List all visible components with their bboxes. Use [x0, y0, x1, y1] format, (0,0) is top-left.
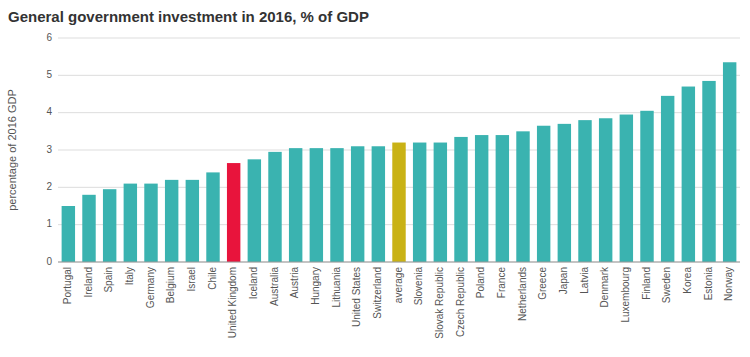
x-tick-label: Estonia [703, 267, 714, 301]
bar [248, 159, 261, 262]
x-tick-label: Slovak Republic [434, 267, 445, 339]
x-tick-label: Spain [103, 267, 114, 293]
title: General government investment in 2016, %… [8, 8, 369, 25]
x-tick-label: Australia [269, 267, 280, 306]
bar [144, 184, 157, 262]
bar [165, 180, 178, 262]
bar [620, 115, 633, 262]
x-tick-label: Japan [558, 267, 569, 294]
x-tick-label: Finland [641, 267, 652, 300]
x-tick-label: Netherlands [517, 267, 528, 321]
bar [578, 120, 591, 262]
x-tick-label: Slovenia [413, 267, 424, 306]
y-tick-label: 1 [46, 218, 52, 229]
y-tick-label: 4 [46, 106, 52, 117]
bar [206, 172, 219, 262]
bar [537, 126, 550, 262]
bar [392, 143, 405, 262]
x-tick-label: France [496, 267, 507, 299]
x-tick-label: Czech Republic [455, 267, 466, 337]
x-tick-label: Norway [723, 267, 734, 301]
x-tick-label: United States [351, 267, 362, 327]
bar [289, 148, 302, 262]
bars [62, 62, 737, 262]
bar [310, 148, 323, 262]
bar [124, 184, 137, 262]
bar [682, 87, 695, 262]
x-tick-label: Iceland [248, 267, 259, 299]
x-tick-label: Poland [475, 267, 486, 298]
x-tick-label: Israel [186, 267, 197, 291]
bar [330, 148, 343, 262]
bar [351, 146, 364, 262]
x-axis: Portugal Ireland Spain Italy Germany Belgium I… [62, 266, 734, 339]
bar [454, 137, 467, 262]
y-axis-label: percentage of 2016 GDP [6, 89, 18, 211]
bar [227, 163, 240, 262]
x-tick-label: Ireland [83, 267, 94, 298]
bar [82, 195, 95, 262]
x-tick-label: Portugal [62, 267, 73, 304]
bar [496, 135, 509, 262]
x-tick-label: Luxembourg [620, 267, 631, 323]
x-tick-label: Korea [682, 267, 693, 294]
x-tick-label: Belgium [165, 267, 176, 303]
bar [661, 96, 674, 262]
chart: General government investment in 2016, %… [0, 0, 750, 357]
x-tick-label: average [393, 267, 404, 304]
grid-line [58, 38, 740, 39]
x-axis-line [58, 262, 740, 263]
x-tick-label: Switzerland [372, 267, 383, 319]
y-tick-label: 0 [46, 256, 52, 267]
bar [62, 206, 75, 262]
x-tick-label: Chile [207, 267, 218, 290]
x-tick-label: Lithuania [331, 267, 342, 308]
bar [558, 124, 571, 262]
bar [516, 131, 529, 262]
bar [475, 135, 488, 262]
x-tick-label: Germany [145, 267, 156, 308]
bar [723, 62, 736, 262]
x-tick-label: United Kingdom [227, 267, 238, 338]
x-tick-label: Hungary [310, 267, 321, 305]
bar [372, 146, 385, 262]
bar [702, 81, 715, 262]
x-tick-label: Latvia [579, 267, 590, 294]
grid-line [58, 262, 740, 263]
x-tick-label: Austria [289, 267, 300, 299]
grid-line [58, 75, 740, 76]
y-tick-label: 2 [46, 181, 52, 192]
grid [58, 38, 740, 262]
x-tick-label: Denmark [599, 266, 610, 308]
grid-line [58, 112, 740, 113]
y-tick-label: 6 [46, 32, 52, 43]
x-tick-label: Italy [124, 267, 135, 285]
y-tick-label: 5 [46, 69, 52, 80]
x-tick-label: Greece [537, 267, 548, 300]
bar [103, 189, 116, 262]
y-axis: 0 1 2 3 4 5 6 [46, 32, 52, 267]
bar [186, 180, 199, 262]
bar [413, 143, 426, 262]
y-tick-label: 3 [46, 144, 52, 155]
x-tick-label: Sweden [661, 267, 672, 303]
bar [640, 111, 653, 262]
bar [268, 152, 281, 262]
bar [599, 118, 612, 262]
bar [434, 143, 447, 262]
